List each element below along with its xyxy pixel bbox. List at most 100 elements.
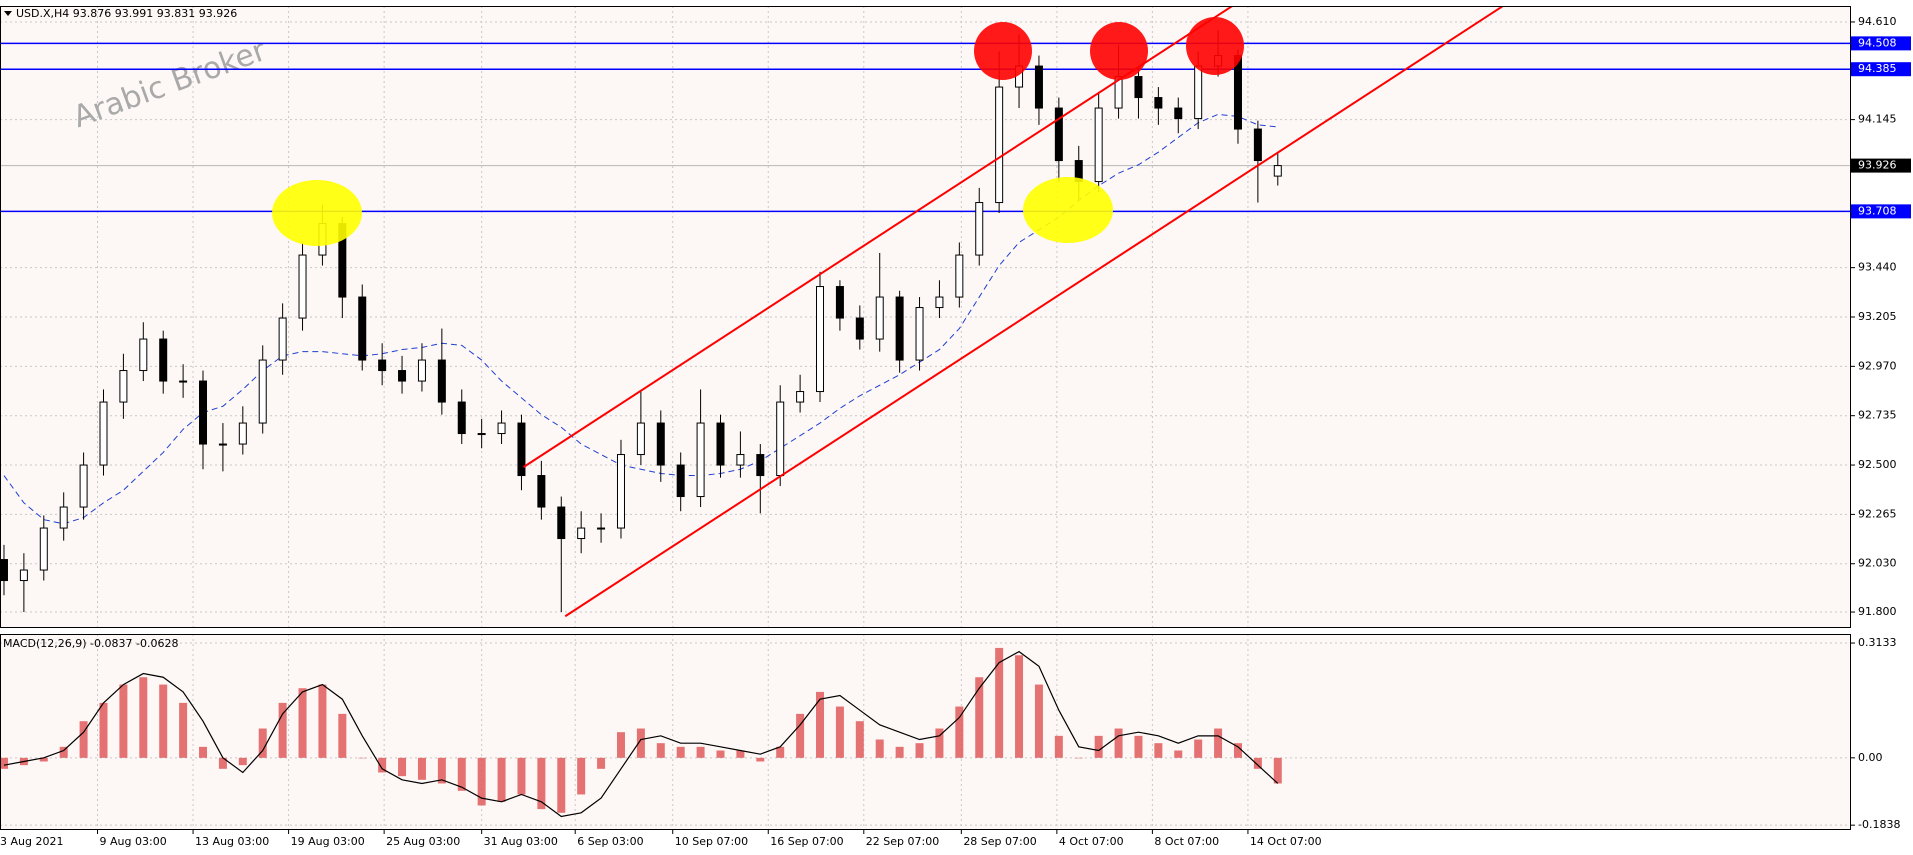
candle-body <box>159 338 168 382</box>
x-tick-label: 25 Aug 03:00 <box>386 835 460 848</box>
candle-body <box>477 433 486 436</box>
macd-bar <box>1174 750 1183 758</box>
candle-body <box>995 86 1004 204</box>
macd-bar <box>258 728 267 758</box>
macd-bar <box>437 757 446 784</box>
candle-body <box>1054 107 1063 162</box>
macd-bar <box>298 688 307 758</box>
macd-bar <box>995 647 1004 758</box>
macd-bar <box>796 713 805 758</box>
macd-bar <box>238 757 247 766</box>
candle-body <box>696 422 705 498</box>
candle-body <box>258 359 267 424</box>
macd-bar <box>1074 757 1083 759</box>
macd-bar <box>776 746 785 758</box>
candle-body <box>1034 65 1043 109</box>
candle-body <box>1233 55 1242 130</box>
candle-body <box>875 296 884 340</box>
candle-body <box>1154 97 1163 109</box>
candle-body <box>955 254 964 298</box>
candle-body <box>1273 165 1282 177</box>
candle-body <box>716 422 725 466</box>
candle-body <box>218 443 227 446</box>
current-price-label: 93.926 <box>1858 159 1897 172</box>
macd-bar <box>835 706 844 758</box>
macd-bar <box>597 757 606 769</box>
candle-body <box>79 464 88 508</box>
highlight-circle <box>1090 22 1148 80</box>
macd-bar <box>417 757 426 780</box>
current-price-box <box>1851 158 1911 173</box>
x-tick-label: 22 Sep 07:00 <box>866 835 939 848</box>
macd-bar <box>636 728 645 758</box>
macd-bar <box>656 743 665 758</box>
candle-body <box>616 454 625 529</box>
y-tick-label: 92.970 <box>1858 359 1897 372</box>
candle-body <box>816 286 825 393</box>
x-tick-label: 19 Aug 03:00 <box>291 835 365 848</box>
candle-body <box>1174 107 1183 120</box>
x-tick-label: 3 Aug 2021 <box>0 835 63 848</box>
macd-bar <box>676 746 685 758</box>
candle-body <box>676 464 685 498</box>
x-tick-label: 14 Oct 07:00 <box>1250 835 1322 848</box>
macd-bar <box>716 750 725 758</box>
candle-body <box>935 296 944 309</box>
axes: 94.610 94.145 93.440 93.205 92.970 92.735 92.5… <box>0 15 1911 848</box>
candle-body <box>517 422 526 477</box>
macd-title: MACD(12,26,9) -0.0837 -0.0628 <box>3 637 178 650</box>
level-label: 94.508 <box>1858 36 1897 49</box>
candle-body <box>358 296 367 361</box>
macd-grid <box>0 634 1851 830</box>
macd-bar <box>119 684 128 758</box>
macd-bar <box>79 721 88 758</box>
y-tick-label: 94.145 <box>1858 113 1897 126</box>
y-tick-label: 92.735 <box>1858 409 1897 422</box>
highlight-ellipse <box>272 180 362 246</box>
highlight-circle <box>974 22 1032 80</box>
macd-bar <box>557 757 566 813</box>
macd-bar <box>338 713 347 758</box>
candle-body <box>636 422 645 456</box>
candle-body <box>0 559 8 582</box>
x-tick-label: 28 Sep 07:00 <box>963 835 1036 848</box>
macd-bar <box>756 757 765 762</box>
macd-bar <box>39 757 48 762</box>
candle-body <box>437 359 446 403</box>
candle-body <box>398 370 407 382</box>
macd-bar <box>1154 743 1163 758</box>
macd-bar <box>1134 735 1143 758</box>
macd-bar <box>1273 757 1282 784</box>
candle-body <box>895 296 904 361</box>
x-tick-label: 8 Oct 07:00 <box>1154 835 1219 848</box>
candle-body <box>557 506 566 540</box>
macd-bar <box>497 757 506 802</box>
macd-bar <box>1094 735 1103 758</box>
candle-body <box>577 527 586 540</box>
highlights <box>272 17 1244 246</box>
macd-bar <box>616 732 625 758</box>
y-tick-label: 91.800 <box>1858 605 1897 618</box>
macd-bar <box>199 746 208 758</box>
menu-icon[interactable] <box>4 11 12 16</box>
macd-bar <box>537 757 546 810</box>
macd-bar <box>816 691 825 758</box>
candle-body <box>378 359 387 372</box>
candle-body <box>139 338 148 372</box>
macd-bar <box>358 757 367 759</box>
level-label: 93.708 <box>1858 204 1897 217</box>
macd-plot <box>0 647 1282 818</box>
macd-bar <box>159 684 168 758</box>
macd-bar <box>179 702 188 758</box>
trendline <box>522 6 1233 468</box>
macd-bar <box>1253 757 1262 769</box>
candle-body <box>1094 107 1103 183</box>
y-tick-label: -0.1838 <box>1858 818 1900 831</box>
macd-bar <box>736 750 745 758</box>
y-tick-label: 0.00 <box>1858 751 1883 764</box>
candle-body <box>179 380 188 383</box>
x-tick-label: 16 Sep 07:00 <box>770 835 843 848</box>
candle-body <box>776 401 785 477</box>
macd-bar <box>955 706 964 758</box>
y-tick-label: 94.610 <box>1858 15 1897 28</box>
